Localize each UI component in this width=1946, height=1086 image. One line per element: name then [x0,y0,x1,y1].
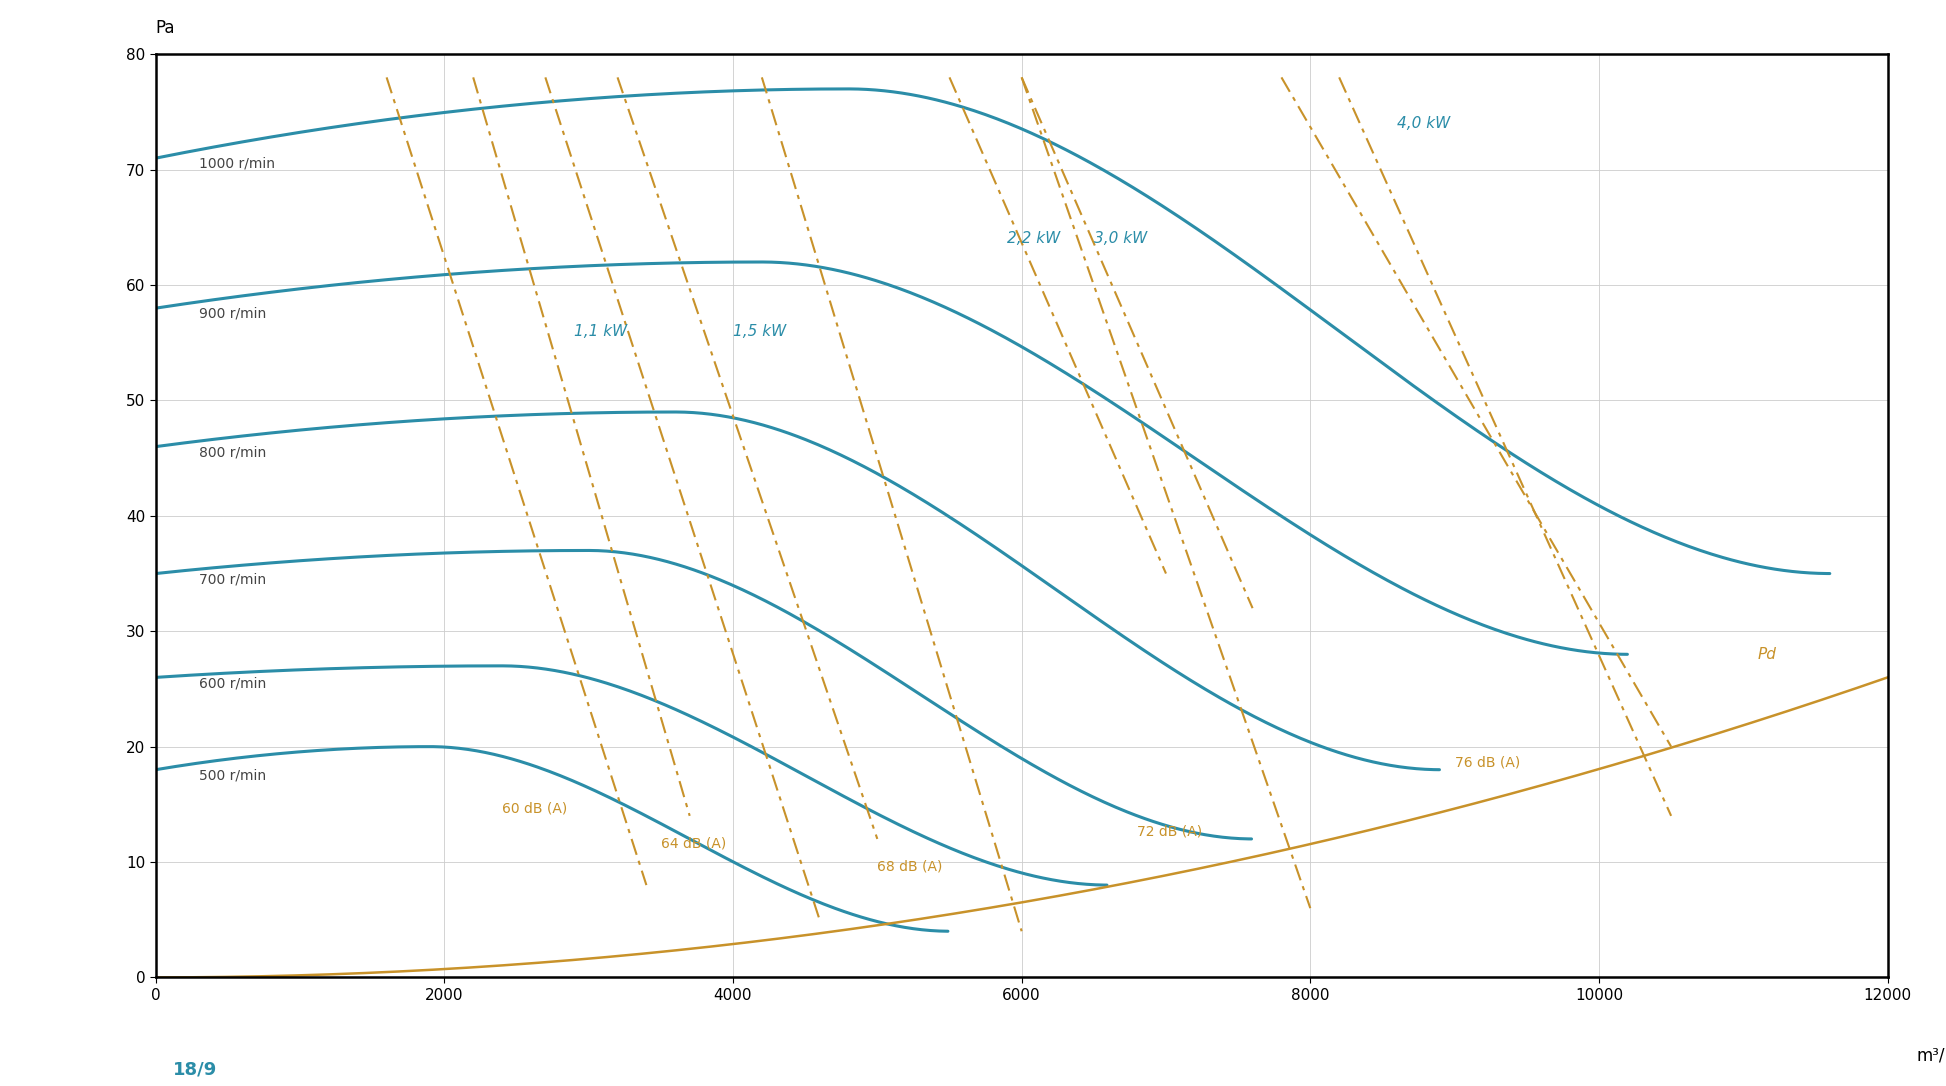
Text: 600 r/min: 600 r/min [198,677,267,691]
Text: 1,5 kW: 1,5 kW [734,324,786,339]
Text: 500 r/min: 500 r/min [198,769,267,783]
Text: 1,1 kW: 1,1 kW [574,324,627,339]
Text: Pa: Pa [156,18,175,37]
Text: 68 dB (A): 68 dB (A) [878,859,942,873]
Text: 3,0 kW: 3,0 kW [1094,231,1146,247]
Text: 800 r/min: 800 r/min [198,445,267,459]
Text: Pd: Pd [1757,647,1777,661]
Text: 2,2 kW: 2,2 kW [1008,231,1061,247]
Text: 900 r/min: 900 r/min [198,307,267,321]
Text: 700 r/min: 700 r/min [198,572,267,586]
Text: 18/9: 18/9 [173,1060,218,1078]
Text: m³/h: m³/h [1917,1047,1946,1064]
Text: 60 dB (A): 60 dB (A) [502,801,568,816]
Text: 76 dB (A): 76 dB (A) [1454,756,1520,770]
Text: 72 dB (A): 72 dB (A) [1136,825,1203,838]
Text: 1000 r/min: 1000 r/min [198,156,274,171]
Text: 4,0 kW: 4,0 kW [1397,116,1450,131]
Text: 64 dB (A): 64 dB (A) [662,836,726,850]
